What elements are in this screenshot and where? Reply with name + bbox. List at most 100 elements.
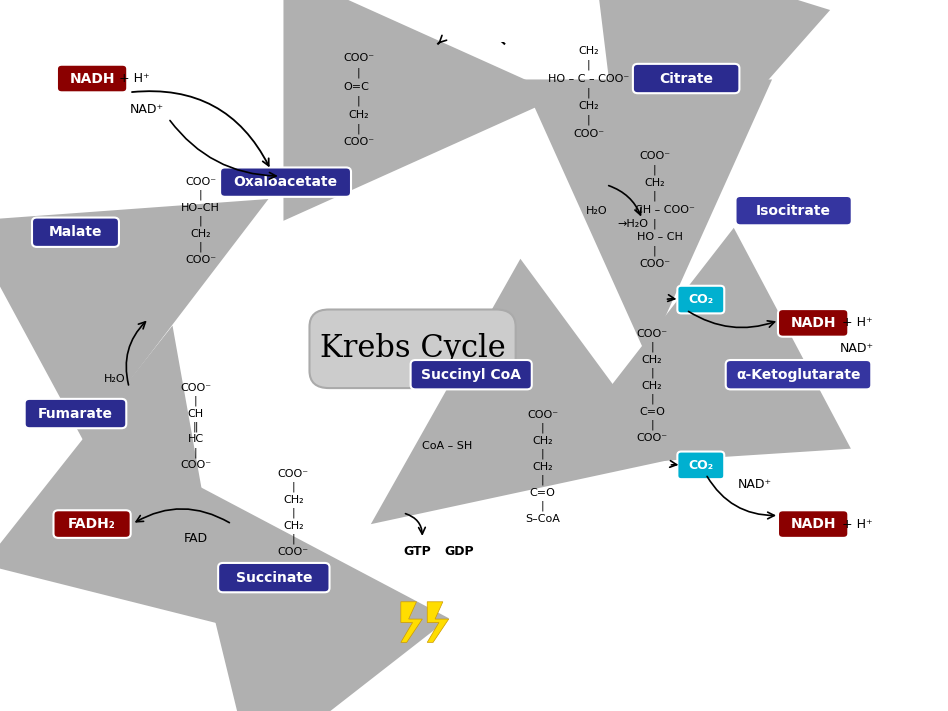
Text: CO₂: CO₂ [688,293,713,306]
Text: CH – COO⁻: CH – COO⁻ [635,205,695,215]
Text: |: | [653,165,657,176]
Text: COO⁻: COO⁻ [636,433,667,443]
Text: |: | [193,395,197,406]
Text: NADH: NADH [791,517,836,531]
Text: + H⁺: + H⁺ [842,316,872,329]
Text: |: | [199,190,202,201]
Text: |: | [540,449,544,459]
Text: COO⁻: COO⁻ [343,137,374,147]
Text: |: | [199,215,202,226]
FancyBboxPatch shape [218,563,330,592]
Text: α-Ketoglutarate: α-Ketoglutarate [737,368,861,382]
Text: COO⁻: COO⁻ [527,410,558,420]
Text: GTP: GTP [404,545,431,558]
FancyBboxPatch shape [309,309,516,388]
Text: H₂O: H₂O [103,374,125,384]
Text: CH₂: CH₂ [578,101,599,111]
Text: CH₂: CH₂ [578,46,599,56]
Text: |: | [653,191,657,201]
Text: |: | [587,60,591,70]
FancyBboxPatch shape [32,218,118,247]
Text: Oxaloacetate: Oxaloacetate [233,175,337,189]
Text: GDP: GDP [445,545,474,558]
Text: CH₂: CH₂ [532,462,553,472]
Text: Citrate: Citrate [659,72,713,85]
Text: NAD⁺: NAD⁺ [840,342,874,356]
Text: NAD⁺: NAD⁺ [130,103,164,116]
FancyBboxPatch shape [778,309,848,337]
FancyBboxPatch shape [736,196,851,225]
Text: |: | [357,68,360,77]
Text: COO⁻: COO⁻ [639,260,670,269]
Text: |: | [357,96,360,106]
Text: COO⁻: COO⁻ [278,469,309,479]
Text: |: | [587,114,591,125]
FancyBboxPatch shape [678,286,724,314]
Text: Malate: Malate [48,225,102,239]
Text: NAD⁺: NAD⁺ [738,478,772,491]
Text: FADH₂: FADH₂ [68,517,116,531]
Text: S–CoA: S–CoA [525,514,560,524]
Text: CH₂: CH₂ [642,381,663,391]
FancyBboxPatch shape [410,360,532,390]
FancyBboxPatch shape [25,399,126,428]
Text: C=O: C=O [639,407,665,417]
Text: |: | [540,475,544,486]
Text: FAD: FAD [184,533,208,545]
Text: COO⁻: COO⁻ [180,460,211,471]
Text: Fumarate: Fumarate [38,407,113,420]
Text: |: | [540,423,544,434]
Text: Isocitrate: Isocitrate [757,203,831,218]
Text: |: | [587,87,591,97]
FancyBboxPatch shape [57,65,127,92]
Text: |: | [199,242,202,252]
Text: CoA – SH: CoA – SH [422,442,472,451]
FancyBboxPatch shape [53,510,131,538]
Text: CH₂: CH₂ [283,495,303,505]
Text: CH₂: CH₂ [349,109,369,119]
Text: + H⁺: + H⁺ [118,72,150,85]
Text: COO⁻: COO⁻ [636,329,667,339]
Text: CH₂: CH₂ [283,520,303,531]
Text: CH: CH [188,409,204,419]
Text: CH₂: CH₂ [645,178,665,188]
Text: |: | [193,447,197,458]
FancyBboxPatch shape [220,168,351,197]
Text: C=O: C=O [530,488,556,498]
Text: HO – CH: HO – CH [637,232,683,242]
Text: |: | [650,342,654,353]
Text: |: | [292,481,295,492]
Text: |: | [540,501,544,511]
Text: H₂O: H₂O [586,205,607,215]
Text: + H⁺: + H⁺ [842,518,872,530]
Polygon shape [401,602,423,642]
Text: Succinate: Succinate [235,571,312,584]
Text: |: | [653,218,657,229]
Text: COO⁻: COO⁻ [573,129,604,139]
Text: CH₂: CH₂ [191,229,210,239]
Text: CH₂: CH₂ [642,355,663,365]
Text: O=C: O=C [343,82,369,92]
Text: NADH: NADH [69,72,115,85]
Text: |: | [292,533,295,544]
Text: COO⁻: COO⁻ [185,177,216,187]
Text: COO⁻: COO⁻ [185,255,216,265]
Polygon shape [428,602,448,642]
Text: COO⁻: COO⁻ [343,53,374,63]
Text: COO⁻: COO⁻ [278,547,309,557]
Text: ‖: ‖ [192,421,198,432]
Text: COO⁻: COO⁻ [180,383,211,392]
Text: |: | [292,508,295,518]
Text: Succinyl CoA: Succinyl CoA [421,368,521,382]
Text: HC: HC [188,434,204,444]
Text: →H₂O: →H₂O [618,218,648,229]
Text: NADH: NADH [791,316,836,330]
Text: |: | [357,123,360,134]
Text: CO₂: CO₂ [688,459,713,472]
Text: |: | [653,245,657,256]
FancyBboxPatch shape [678,451,724,479]
Text: Krebs Cycle: Krebs Cycle [319,333,505,364]
Text: COO⁻: COO⁻ [639,151,670,161]
Text: HO – C – COO⁻: HO – C – COO⁻ [548,73,629,83]
Text: HO–CH: HO–CH [181,203,220,213]
